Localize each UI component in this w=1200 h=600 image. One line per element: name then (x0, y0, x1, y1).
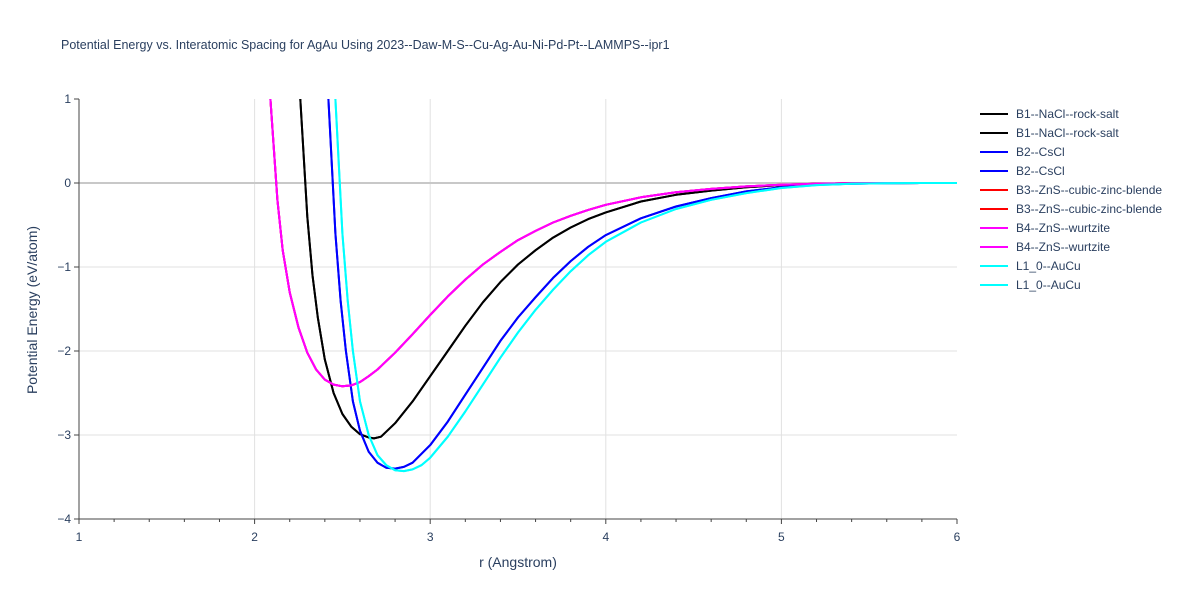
legend-item[interactable]: B4--ZnS--wurtzite (980, 218, 1162, 237)
chart-title: Potential Energy vs. Interatomic Spacing… (61, 38, 670, 52)
x-tick-label: 1 (76, 530, 83, 544)
legend-item[interactable]: L1_0--AuCu (980, 275, 1162, 294)
legend-item[interactable]: B1--NaCl--rock-salt (980, 104, 1162, 123)
legend-swatch (980, 150, 1008, 153)
series-line-7 (269, 99, 957, 388)
y-tick-label: −2 (57, 344, 71, 358)
y-tick-label: 0 (64, 176, 71, 190)
legend-swatch (980, 131, 1008, 134)
y-tick-label: −3 (57, 428, 71, 442)
x-tick-label: 3 (427, 530, 434, 544)
legend-label: B3--ZnS--cubic-zinc-blende (1016, 182, 1163, 197)
legend-swatch (980, 112, 1008, 115)
legend-label: B1--NaCl--rock-salt (1016, 125, 1119, 140)
legend-item[interactable]: B3--ZnS--cubic-zinc-blende (980, 199, 1162, 218)
y-axis-title: Potential Energy (eV/atom) (24, 225, 40, 395)
legend-label: B2--CsCl (1016, 144, 1065, 159)
series-line-8 (334, 99, 957, 473)
legend-swatch (980, 264, 1008, 267)
legend-label: L1_0--AuCu (1016, 258, 1081, 273)
legend-label: B4--ZnS--wurtzite (1016, 220, 1111, 235)
x-tick-label: 6 (954, 530, 961, 544)
x-axis-title: r (Angstrom) (479, 554, 557, 570)
series-line-6 (269, 99, 957, 388)
legend-item[interactable]: L1_0--AuCu (980, 256, 1162, 275)
legend-swatch (980, 283, 1008, 286)
legend-swatch (980, 245, 1008, 248)
legend-label: B2--CsCl (1016, 163, 1065, 178)
legend-swatch (980, 188, 1008, 191)
axes: 1 2 3 4 5 6 1 0 −1 −2 −3 −4 (57, 92, 960, 544)
x-tick-label: 2 (251, 530, 258, 544)
series-line-5 (269, 99, 957, 388)
legend-swatch (980, 226, 1008, 229)
y-tick-label: 1 (64, 92, 71, 106)
series-line-2 (327, 99, 957, 470)
legend-item[interactable]: B1--NaCl--rock-salt (980, 123, 1162, 142)
y-tick-label: −1 (57, 260, 71, 274)
legend-swatch (980, 169, 1008, 172)
series-line-4 (269, 99, 957, 388)
y-tick-label: −4 (57, 512, 71, 526)
x-tick-label: 5 (778, 530, 785, 544)
legend-item[interactable]: B2--CsCl (980, 161, 1162, 180)
legend-swatch (980, 207, 1008, 210)
series-line-9 (334, 99, 957, 473)
grid-lines (79, 99, 957, 519)
series-lines (269, 99, 957, 473)
legend-item[interactable]: B4--ZnS--wurtzite (980, 237, 1162, 256)
legend-label: B1--NaCl--rock-salt (1016, 106, 1119, 121)
legend-item[interactable]: B3--ZnS--cubic-zinc-blende (980, 180, 1162, 199)
series-line-0 (299, 99, 957, 440)
series-line-3 (327, 99, 957, 470)
legend: B1--NaCl--rock-salt B1--NaCl--rock-salt B2… (980, 104, 1162, 294)
legend-label: B3--ZnS--cubic-zinc-blende (1016, 201, 1163, 216)
legend-item[interactable]: B2--CsCl (980, 142, 1162, 161)
series-line-1 (299, 99, 957, 440)
x-tick-label: 4 (602, 530, 609, 544)
legend-label: L1_0--AuCu (1016, 277, 1081, 292)
legend-label: B4--ZnS--wurtzite (1016, 239, 1111, 254)
